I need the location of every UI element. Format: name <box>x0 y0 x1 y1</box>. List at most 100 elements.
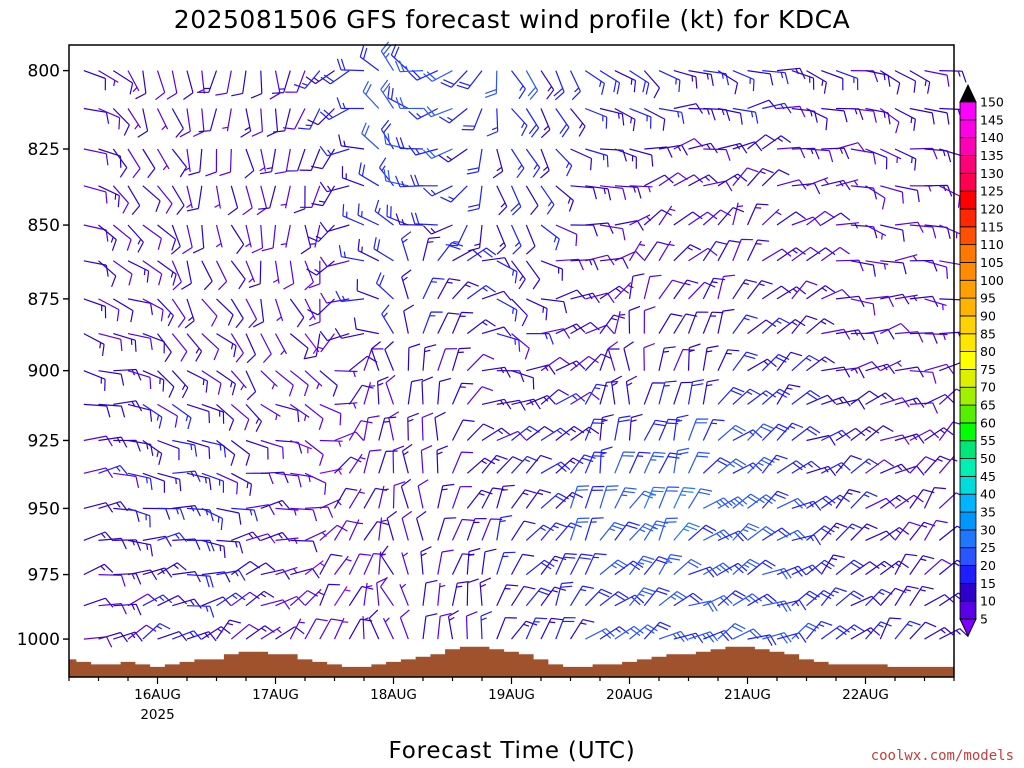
wind-barb <box>142 224 162 250</box>
wind-barb-shape <box>599 257 629 269</box>
wind-barb-shape <box>422 236 441 261</box>
wind-barb-shape <box>363 415 380 441</box>
wind-barb <box>732 279 757 300</box>
wind-barb-shape <box>408 145 438 156</box>
wind-barb <box>865 328 895 340</box>
colorbar-bin <box>959 208 977 228</box>
wind-barb <box>171 333 188 362</box>
wind-barb-shape <box>304 298 316 321</box>
wind-barb-shape <box>643 306 656 334</box>
wind-barb-shape <box>378 485 389 509</box>
wind-barb <box>83 636 113 648</box>
wind-barb-shape <box>304 588 324 607</box>
wind-barb <box>127 333 153 350</box>
wind-barb <box>83 370 106 391</box>
colorbar-bin <box>959 475 977 495</box>
wind-barb-shape <box>924 107 950 125</box>
wind-barb-shape <box>408 69 439 81</box>
wind-barb-shape <box>850 595 881 607</box>
wind-barb-shape <box>230 260 246 290</box>
wind-barb-shape <box>273 108 291 133</box>
wind-barb <box>865 530 896 541</box>
wind-barb-shape <box>481 366 511 378</box>
wind-barb-shape <box>880 397 910 408</box>
wind-barb-shape <box>924 558 953 576</box>
wind-barb-shape <box>643 70 661 99</box>
wind-barb-shape <box>142 260 163 286</box>
colorbar-label: 135 <box>980 148 1004 163</box>
wind-barb-shape <box>395 97 424 110</box>
wind-barb-shape <box>157 631 188 642</box>
wind-barb <box>688 524 717 541</box>
wind-barb-shape <box>171 148 188 178</box>
wind-barb-shape <box>127 539 153 557</box>
wind-barb <box>776 497 807 509</box>
wind-barb-shape <box>348 384 374 405</box>
wind-barb-shape <box>806 247 836 262</box>
wind-barb-shape <box>732 593 762 607</box>
wind-barb-shape <box>289 333 309 360</box>
wind-barb <box>865 148 888 170</box>
wind-barb <box>496 584 519 606</box>
wind-barb <box>791 354 820 372</box>
wind-barb <box>688 211 718 226</box>
wind-barb-shape <box>835 179 859 187</box>
wind-barb <box>260 499 291 510</box>
wind-barb-shape <box>290 539 318 553</box>
wind-barb-shape <box>614 415 631 441</box>
wind-barb-shape <box>374 199 394 226</box>
wind-barb-shape <box>732 558 761 576</box>
wind-barb <box>437 278 461 300</box>
wind-barb-shape <box>461 108 483 131</box>
wind-barb-shape <box>362 616 369 640</box>
wind-barb <box>850 595 881 607</box>
wind-barb-shape <box>440 185 468 203</box>
wind-barb <box>761 248 792 262</box>
wind-barb-shape <box>248 260 262 289</box>
wind-barb <box>644 174 674 187</box>
wind-barb <box>570 355 599 372</box>
wind-barb-shape <box>555 148 573 177</box>
wind-barb <box>250 70 263 99</box>
wind-barb <box>466 547 481 575</box>
wind-barb-shape <box>274 298 284 322</box>
wind-barb <box>338 244 365 262</box>
wind-barb <box>673 348 695 371</box>
wind-barb-shape <box>319 618 343 640</box>
wind-barb-shape <box>584 70 605 95</box>
wind-barb <box>363 382 376 405</box>
wind-barb-shape <box>939 148 963 168</box>
wind-barb <box>776 460 806 474</box>
wind-barb <box>747 456 775 474</box>
wind-barb <box>481 257 511 269</box>
wind-barb <box>186 403 210 424</box>
colorbar-label: 20 <box>980 558 996 573</box>
wind-barb-shape <box>806 70 827 94</box>
wind-barb-shape <box>806 356 836 372</box>
wind-barb <box>776 351 803 372</box>
wind-barb-shape <box>399 583 409 606</box>
wind-barb <box>850 332 879 345</box>
wind-barb-shape <box>83 148 109 166</box>
colorbar-bottom-triangle <box>959 618 977 638</box>
wind-barb-shape <box>334 456 362 474</box>
colorbar-label: 125 <box>980 184 1004 199</box>
wind-barb <box>112 224 132 251</box>
wind-barb <box>732 167 759 187</box>
wind-barb-shape <box>747 494 777 509</box>
wind-barb <box>127 260 150 283</box>
wind-barb-shape <box>555 553 577 575</box>
wind-barb-shape <box>747 134 776 150</box>
wind-barb-shape <box>540 108 551 139</box>
wind-barb-shape <box>688 566 719 578</box>
x-axis-label: Forecast Time (UTC) <box>389 738 636 764</box>
wind-barb-shape <box>492 148 504 179</box>
wind-barb <box>835 142 866 153</box>
wind-barb-shape <box>408 107 439 120</box>
wind-barb <box>643 587 670 607</box>
wind-barb-shape <box>357 238 380 262</box>
wind-barb <box>83 502 114 513</box>
wind-barb <box>555 393 586 405</box>
wind-barb-shape <box>924 626 954 640</box>
wind-barb-shape <box>172 598 202 609</box>
